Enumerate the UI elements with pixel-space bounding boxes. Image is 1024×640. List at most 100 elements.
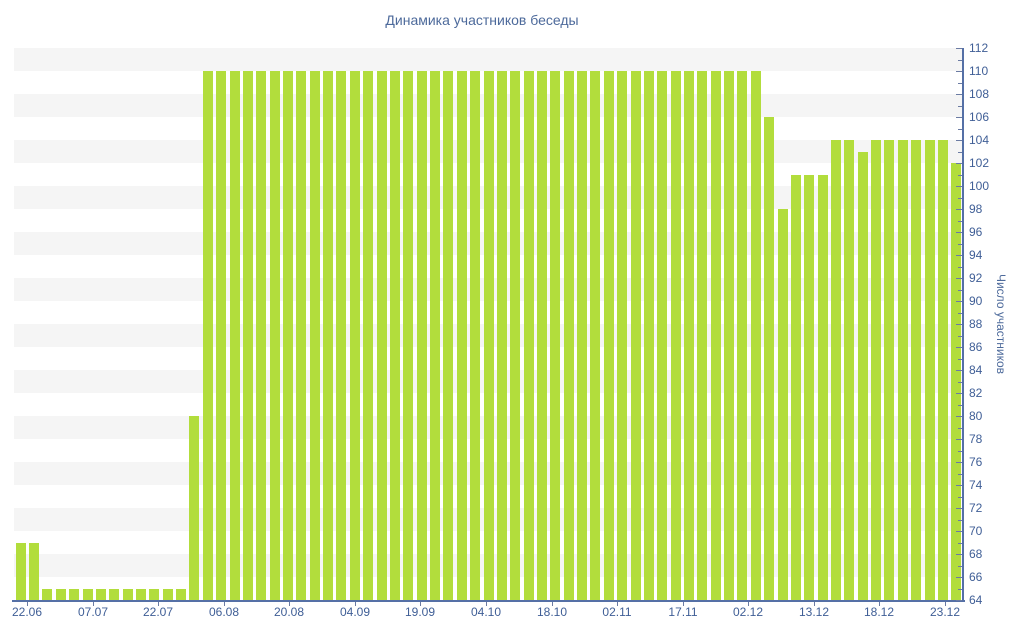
- x-tick-label: 04.09: [339, 605, 371, 619]
- x-tick: [945, 602, 946, 606]
- bar[interactable]: [42, 588, 53, 600]
- y-tick-label: 90: [969, 294, 983, 308]
- bar[interactable]: [470, 71, 481, 600]
- bar[interactable]: [82, 588, 93, 600]
- bar[interactable]: [135, 588, 146, 600]
- y-tick-label: 108: [969, 87, 990, 101]
- x-tick: [93, 602, 94, 606]
- bar[interactable]: [363, 71, 374, 600]
- y-major-tick: [956, 232, 962, 233]
- bar[interactable]: [536, 71, 547, 600]
- bar[interactable]: [657, 71, 668, 600]
- x-tick: [289, 602, 290, 606]
- bar[interactable]: [550, 71, 561, 600]
- y-tick-label: 112: [969, 41, 989, 55]
- bar[interactable]: [149, 588, 160, 600]
- bar[interactable]: [911, 140, 922, 600]
- bar[interactable]: [216, 71, 227, 600]
- y-major-tick: [956, 439, 962, 440]
- bar[interactable]: [349, 71, 360, 600]
- bar[interactable]: [764, 117, 775, 600]
- bar[interactable]: [590, 71, 601, 600]
- y-minor-tick: [958, 198, 962, 199]
- bar[interactable]: [109, 588, 120, 600]
- bar[interactable]: [176, 588, 187, 600]
- bar[interactable]: [269, 71, 280, 600]
- y-minor-tick: [958, 474, 962, 475]
- bar[interactable]: [670, 71, 681, 600]
- bar[interactable]: [790, 174, 801, 600]
- bar[interactable]: [817, 174, 828, 600]
- bar[interactable]: [376, 71, 387, 600]
- x-tick: [552, 602, 553, 606]
- bar[interactable]: [737, 71, 748, 600]
- bar[interactable]: [697, 71, 708, 600]
- bar[interactable]: [857, 151, 868, 600]
- bar[interactable]: [871, 140, 882, 600]
- bar[interactable]: [777, 209, 788, 600]
- x-tick-label: 07.07: [77, 605, 109, 619]
- bar[interactable]: [29, 542, 40, 600]
- bar[interactable]: [229, 71, 240, 600]
- bar[interactable]: [750, 71, 761, 600]
- x-tick-label: 04.10: [470, 605, 502, 619]
- bar[interactable]: [937, 140, 948, 600]
- y-major-tick: [956, 209, 962, 210]
- bar[interactable]: [456, 71, 467, 600]
- bar[interactable]: [563, 71, 574, 600]
- bar[interactable]: [309, 71, 320, 600]
- bar[interactable]: [804, 174, 815, 600]
- y-tick-label: 100: [969, 179, 990, 193]
- bar[interactable]: [630, 71, 641, 600]
- bar[interactable]: [69, 588, 80, 600]
- y-minor-tick: [958, 520, 962, 521]
- bar[interactable]: [296, 71, 307, 600]
- bar[interactable]: [844, 140, 855, 600]
- bar[interactable]: [831, 140, 842, 600]
- x-tick: [814, 602, 815, 606]
- bar[interactable]: [256, 71, 267, 600]
- bar[interactable]: [884, 140, 895, 600]
- bar[interactable]: [577, 71, 588, 600]
- bar[interactable]: [202, 71, 213, 600]
- bar[interactable]: [55, 588, 66, 600]
- bar[interactable]: [95, 588, 106, 600]
- bar[interactable]: [496, 71, 507, 600]
- bar[interactable]: [189, 416, 200, 600]
- bar[interactable]: [242, 71, 253, 600]
- bar[interactable]: [643, 71, 654, 600]
- y-major-tick: [956, 554, 962, 555]
- y-tick-label: 86: [969, 340, 983, 354]
- bar[interactable]: [162, 588, 173, 600]
- y-minor-tick: [958, 589, 962, 590]
- bar[interactable]: [510, 71, 521, 600]
- bar[interactable]: [897, 140, 908, 600]
- y-tick-label: 72: [969, 501, 983, 515]
- bar[interactable]: [15, 542, 26, 600]
- bar[interactable]: [617, 71, 628, 600]
- bar[interactable]: [483, 71, 494, 600]
- bar[interactable]: [523, 71, 534, 600]
- bar[interactable]: [924, 140, 935, 600]
- bar[interactable]: [443, 71, 454, 600]
- x-tick-label: 06.08: [208, 605, 240, 619]
- x-tick: [158, 602, 159, 606]
- y-axis-title: Число участников: [994, 273, 1008, 375]
- bar[interactable]: [283, 71, 293, 600]
- bar[interactable]: [323, 71, 334, 600]
- bar[interactable]: [710, 71, 721, 600]
- y-major-tick: [956, 393, 962, 394]
- y-minor-tick: [958, 405, 962, 406]
- bar[interactable]: [430, 71, 441, 600]
- bar[interactable]: [724, 71, 735, 600]
- bar[interactable]: [683, 71, 694, 600]
- bar[interactable]: [403, 71, 414, 600]
- y-minor-tick: [958, 221, 962, 222]
- bar[interactable]: [603, 71, 614, 600]
- bar[interactable]: [951, 163, 962, 600]
- bar[interactable]: [336, 71, 347, 600]
- bar[interactable]: [122, 588, 133, 600]
- bar[interactable]: [389, 71, 400, 600]
- bar[interactable]: [416, 71, 427, 600]
